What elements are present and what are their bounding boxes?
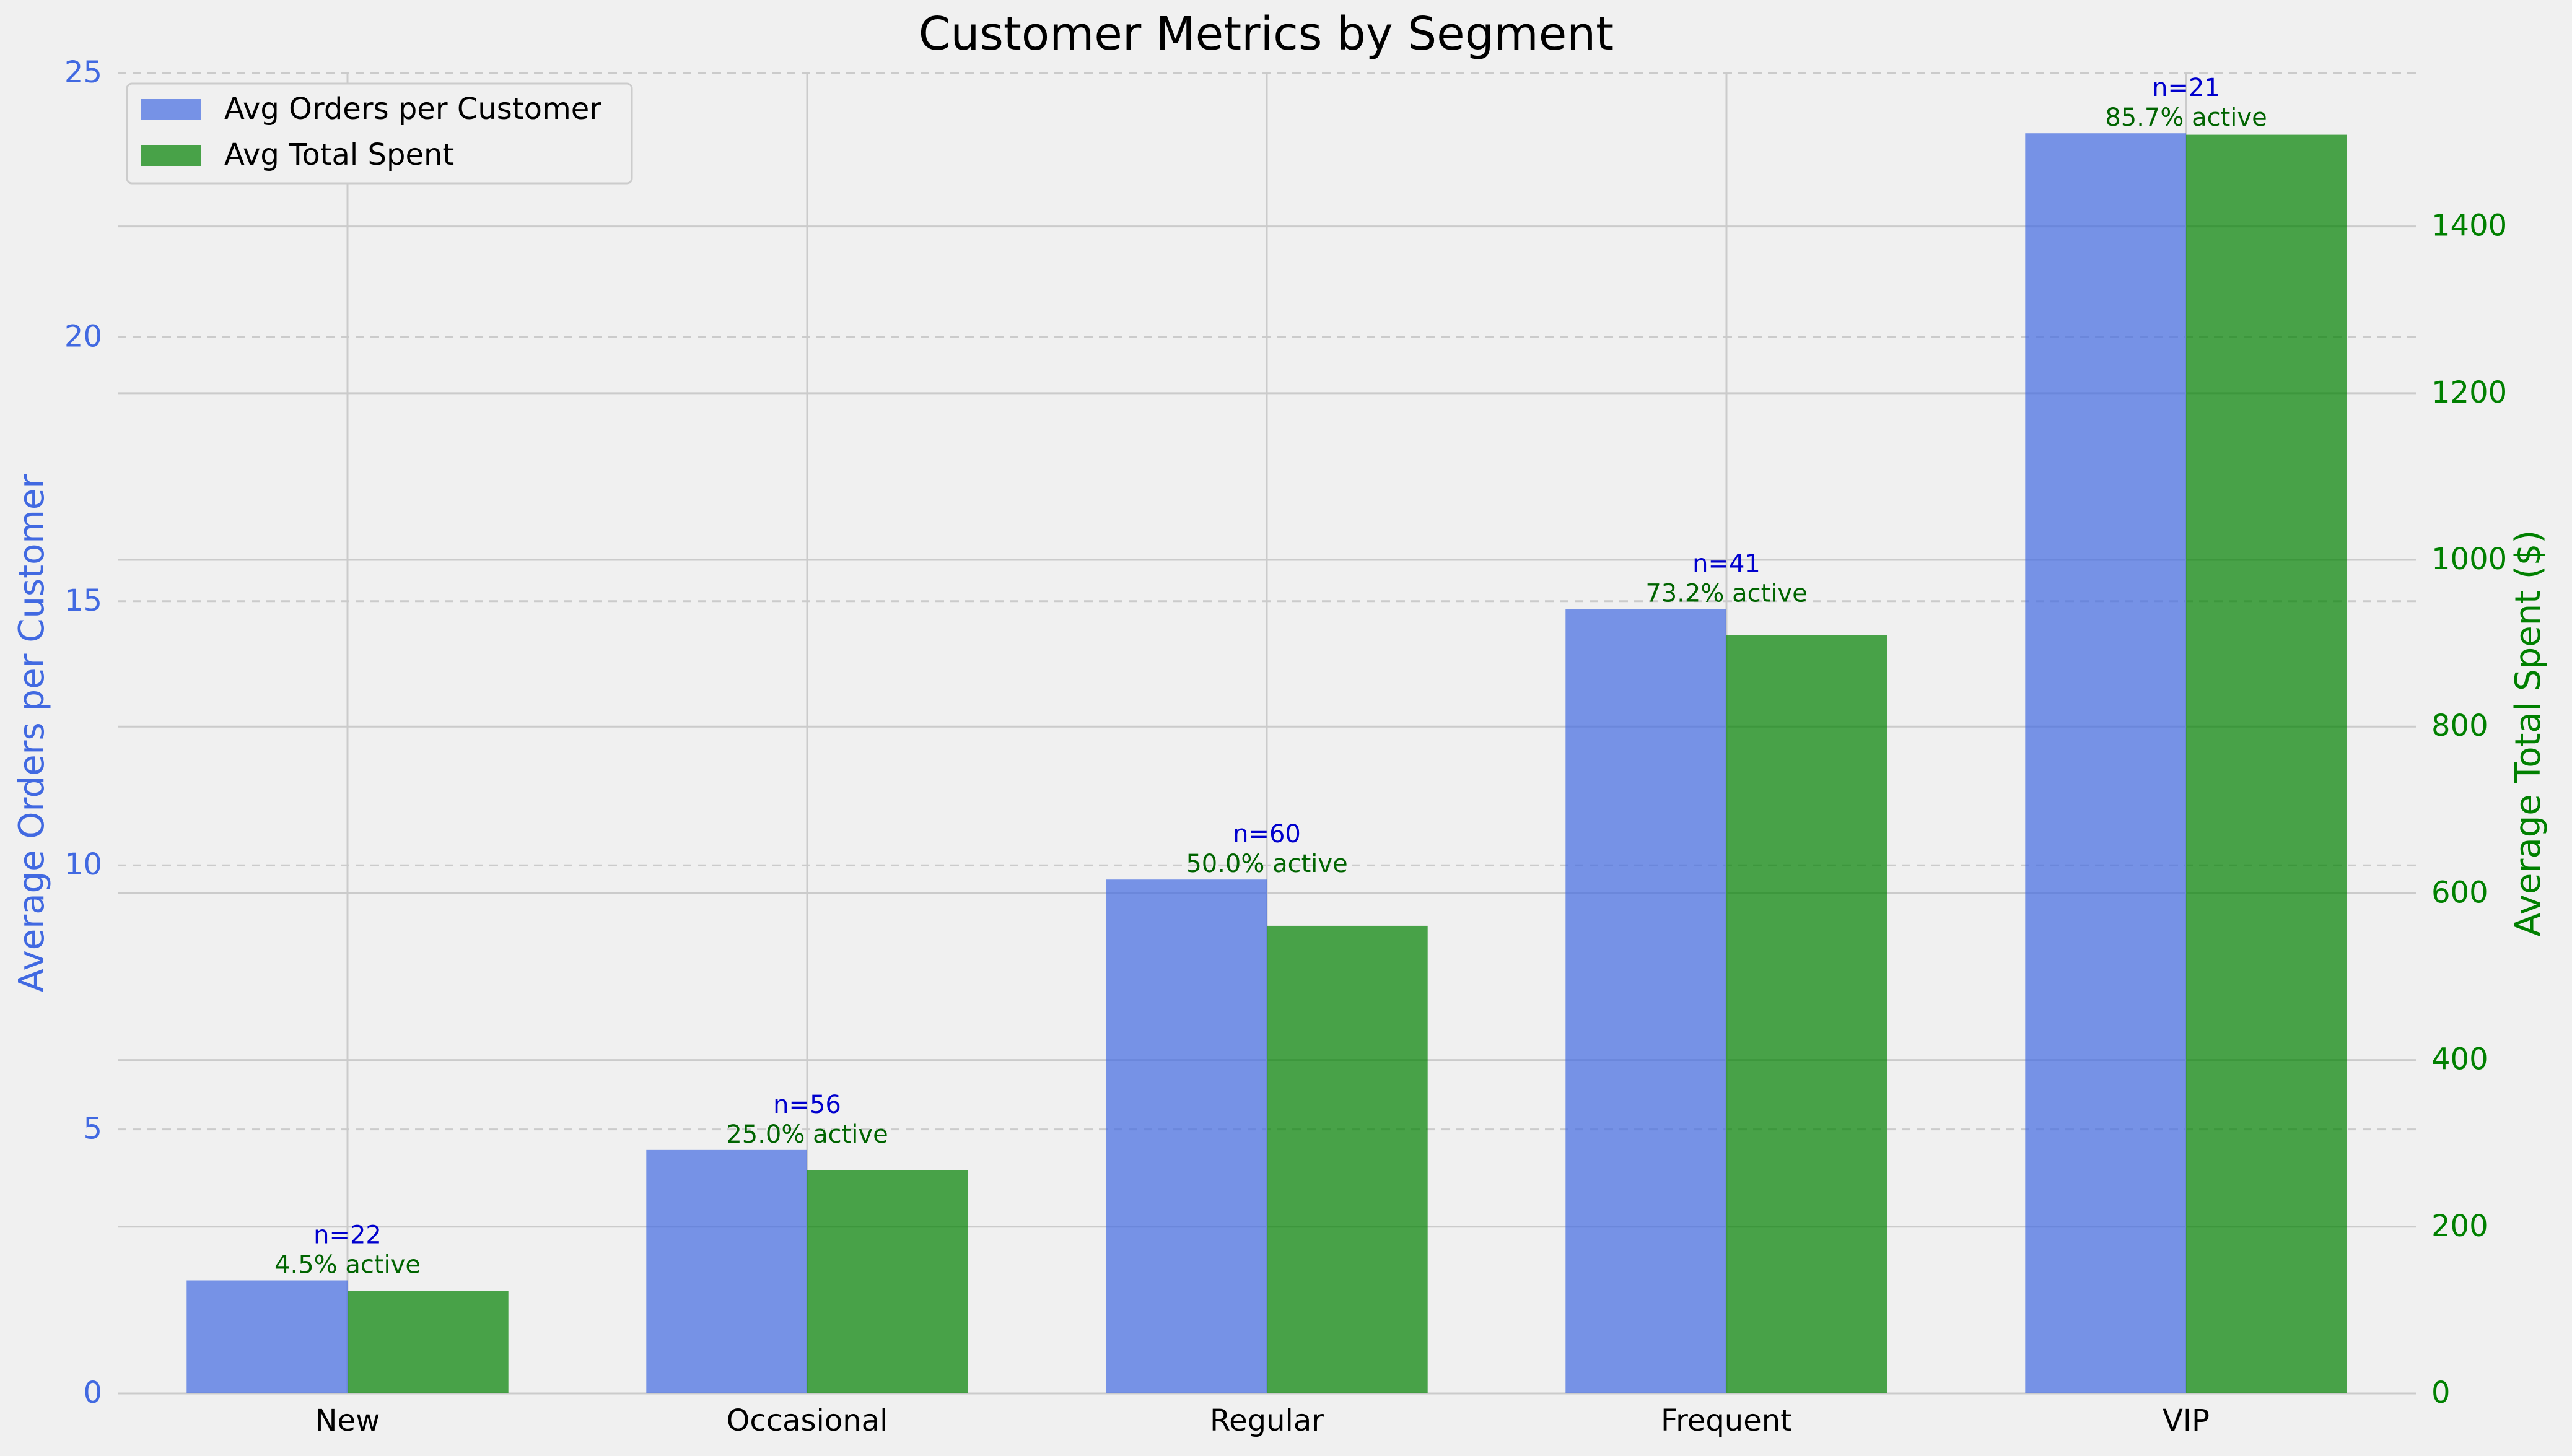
y-left-tick-label: 0 [83,1375,102,1410]
bar-spent [348,1291,509,1393]
count-label: n=56 [773,1091,841,1119]
bar-spent [1726,635,1887,1393]
bar-spent [807,1170,968,1393]
y-axis-left-label: Average Orders per Customer [12,474,52,993]
y-axis-right-label: Average Total Spent ($) [2508,530,2548,936]
legend-label-spent: Avg Total Spent [224,137,454,172]
bar-spent [1267,925,1428,1393]
active-label: 85.7% active [2105,103,2267,132]
bar-orders [1106,879,1267,1393]
label-layer: n=22 n=56 n=60 n=41 n=21 4.5% active 25.0% act… [274,74,2267,1279]
x-tick-label: Regular [1210,1403,1324,1438]
y-left-tick-label: 20 [64,319,102,354]
y-left-tick-label: 10 [64,847,102,882]
x-tick-label: VIP [2163,1403,2210,1438]
active-label: 73.2% active [1645,580,1807,608]
active-label: 50.0% active [1186,850,1347,878]
y-right-tick-label: 0 [2431,1375,2451,1410]
bar-orders [1565,609,1726,1393]
legend-swatch-orders [141,99,201,120]
y-right-tick-label: 800 [2431,708,2488,743]
axis-layer: 0 5 10 15 20 25 0 200 400 600 800 1000 1200 1400 New Oc… [64,55,2507,1438]
y-left-tick-label: 15 [64,583,102,618]
y-right-tick-label: 600 [2431,875,2488,910]
active-label: 25.0% active [726,1120,888,1149]
bar-orders [186,1280,348,1393]
y-right-tick-label: 1200 [2431,375,2507,410]
y-right-tick-label: 1400 [2431,209,2507,243]
legend-frame [126,82,633,185]
count-label: n=41 [1692,550,1761,578]
legend: Avg Orders per Customer Avg Total Spent [126,82,633,185]
legend-label-orders: Avg Orders per Customer [224,92,601,126]
bar-orders [646,1149,807,1393]
chart-title: Customer Metrics by Segment [919,7,1614,61]
y-left-tick-label: 5 [83,1112,102,1146]
count-label: n=22 [313,1221,382,1250]
bar-spent [2186,134,2347,1393]
count-label: n=60 [1233,820,1301,848]
y-right-tick-label: 1000 [2431,542,2507,577]
legend-swatch-spent [141,145,201,166]
count-label: n=21 [2152,74,2220,102]
y-left-tick-label: 25 [64,55,102,90]
y-right-tick-label: 400 [2431,1042,2488,1077]
active-label: 4.5% active [274,1251,421,1279]
x-tick-label: Occasional [727,1403,888,1438]
bar-orders [2025,133,2186,1393]
x-tick-label: New [315,1403,380,1438]
bar-layer [186,133,2347,1393]
y-right-tick-label: 200 [2431,1209,2488,1244]
x-tick-label: Frequent [1661,1403,1792,1438]
